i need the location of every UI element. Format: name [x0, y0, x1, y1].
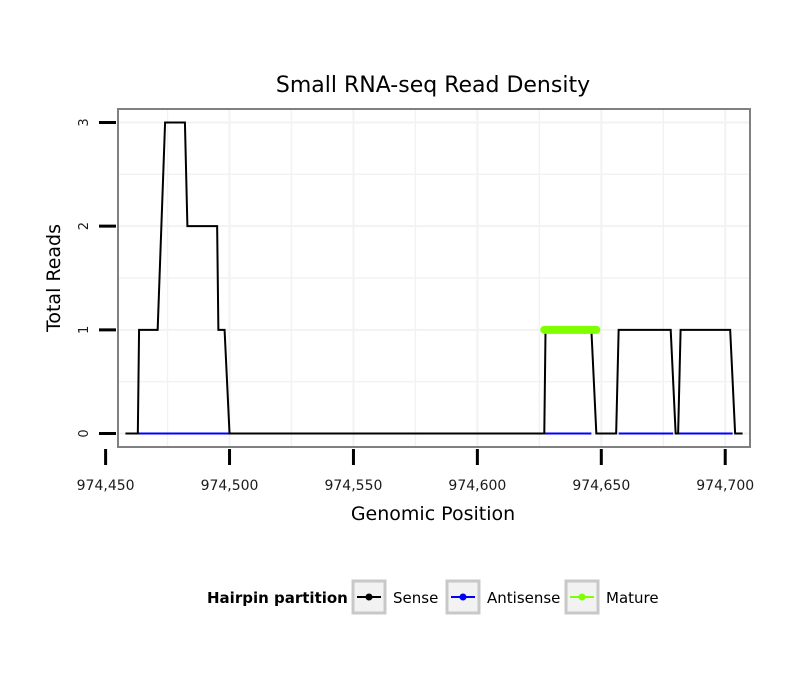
- legend-point-mature: [578, 593, 586, 601]
- x-tick-label: 974,550: [324, 478, 382, 494]
- x-tick-label: 974,500: [201, 478, 259, 494]
- series-layer: [125, 121, 743, 435]
- sense-line: [125, 121, 743, 435]
- y-axis: 0 1 2 3: [77, 118, 116, 438]
- legend-point-antisense: [459, 593, 467, 601]
- legend: Hairpin partition Sense Antisense Mature: [207, 579, 659, 615]
- y-tick-label: 0: [77, 429, 92, 437]
- y-axis-title: Total Reads: [43, 224, 65, 333]
- y-tick-label: 2: [77, 222, 92, 230]
- x-axis-title: Genomic Position: [351, 503, 515, 525]
- x-axis: 974,450 974,500 974,550 974,600 974,650 974,7…: [77, 449, 754, 494]
- x-tick-label: 974,450: [77, 478, 135, 494]
- y-tick-label: 1: [77, 326, 92, 334]
- legend-title: Hairpin partition: [207, 589, 348, 607]
- chart-title: Small RNA-seq Read Density: [276, 73, 590, 98]
- legend-point-sense: [365, 593, 373, 601]
- x-tick-label: 974,650: [572, 478, 630, 494]
- x-tick-label: 974,600: [448, 478, 506, 494]
- plot-border: [117, 108, 751, 448]
- y-tick-label: 3: [77, 118, 92, 126]
- legend-label-sense: Sense: [393, 589, 438, 607]
- x-tick-label: 974,700: [696, 478, 754, 494]
- legend-label-antisense: Antisense: [487, 589, 560, 607]
- legend-label-mature: Mature: [606, 589, 659, 607]
